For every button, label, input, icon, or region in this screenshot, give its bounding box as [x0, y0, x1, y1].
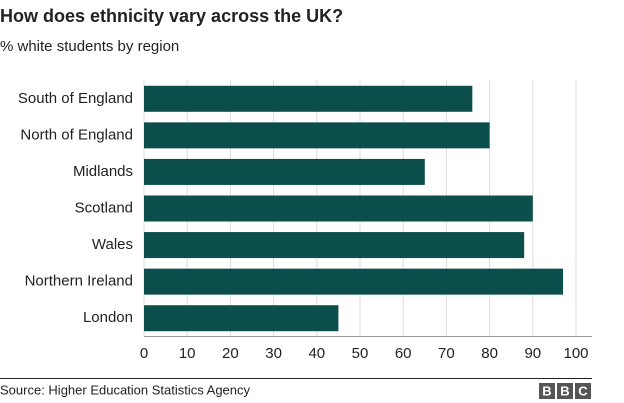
y-tick-label: North of England: [20, 126, 133, 143]
chart-subtitle: % white students by region: [0, 38, 179, 55]
bar: [144, 158, 425, 185]
logo-box: [557, 383, 573, 399]
logo-letter: B: [542, 383, 551, 398]
source: Source: Higher Education Statistics Agen…: [0, 382, 251, 397]
logo-letter: B: [560, 383, 569, 398]
bar: [144, 195, 533, 222]
x-tick-label: 70: [438, 345, 455, 362]
bar: [144, 232, 525, 259]
x-tick-label: 20: [222, 345, 239, 362]
x-tick-label: 0: [140, 345, 148, 362]
y-tick-label: London: [83, 309, 133, 326]
x-tick-label: 80: [481, 345, 498, 362]
logo-letter: C: [578, 383, 588, 398]
x-tick-label: 10: [179, 345, 196, 362]
x-tick-label: 50: [352, 345, 369, 362]
logo-box: [575, 383, 591, 399]
logo-box: [539, 383, 555, 399]
x-tick-label: 40: [308, 345, 325, 362]
y-tick-label: Wales: [92, 236, 133, 253]
y-tick-label: Northern Ireland: [25, 273, 133, 290]
y-tick-label: South of England: [18, 90, 133, 107]
x-tick-label: 30: [265, 345, 282, 362]
x-tick-label: 90: [524, 345, 541, 362]
chart-title: How does ethnicity vary across the UK?: [0, 6, 343, 26]
bar: [144, 305, 339, 332]
x-tick-label: 100: [563, 345, 588, 362]
x-tick-label: 60: [395, 345, 412, 362]
bar: [144, 122, 490, 149]
y-tick-label: Scotland: [75, 199, 133, 216]
y-tick-label: Midlands: [73, 163, 133, 180]
bar: [144, 268, 564, 295]
bar: [144, 85, 473, 112]
